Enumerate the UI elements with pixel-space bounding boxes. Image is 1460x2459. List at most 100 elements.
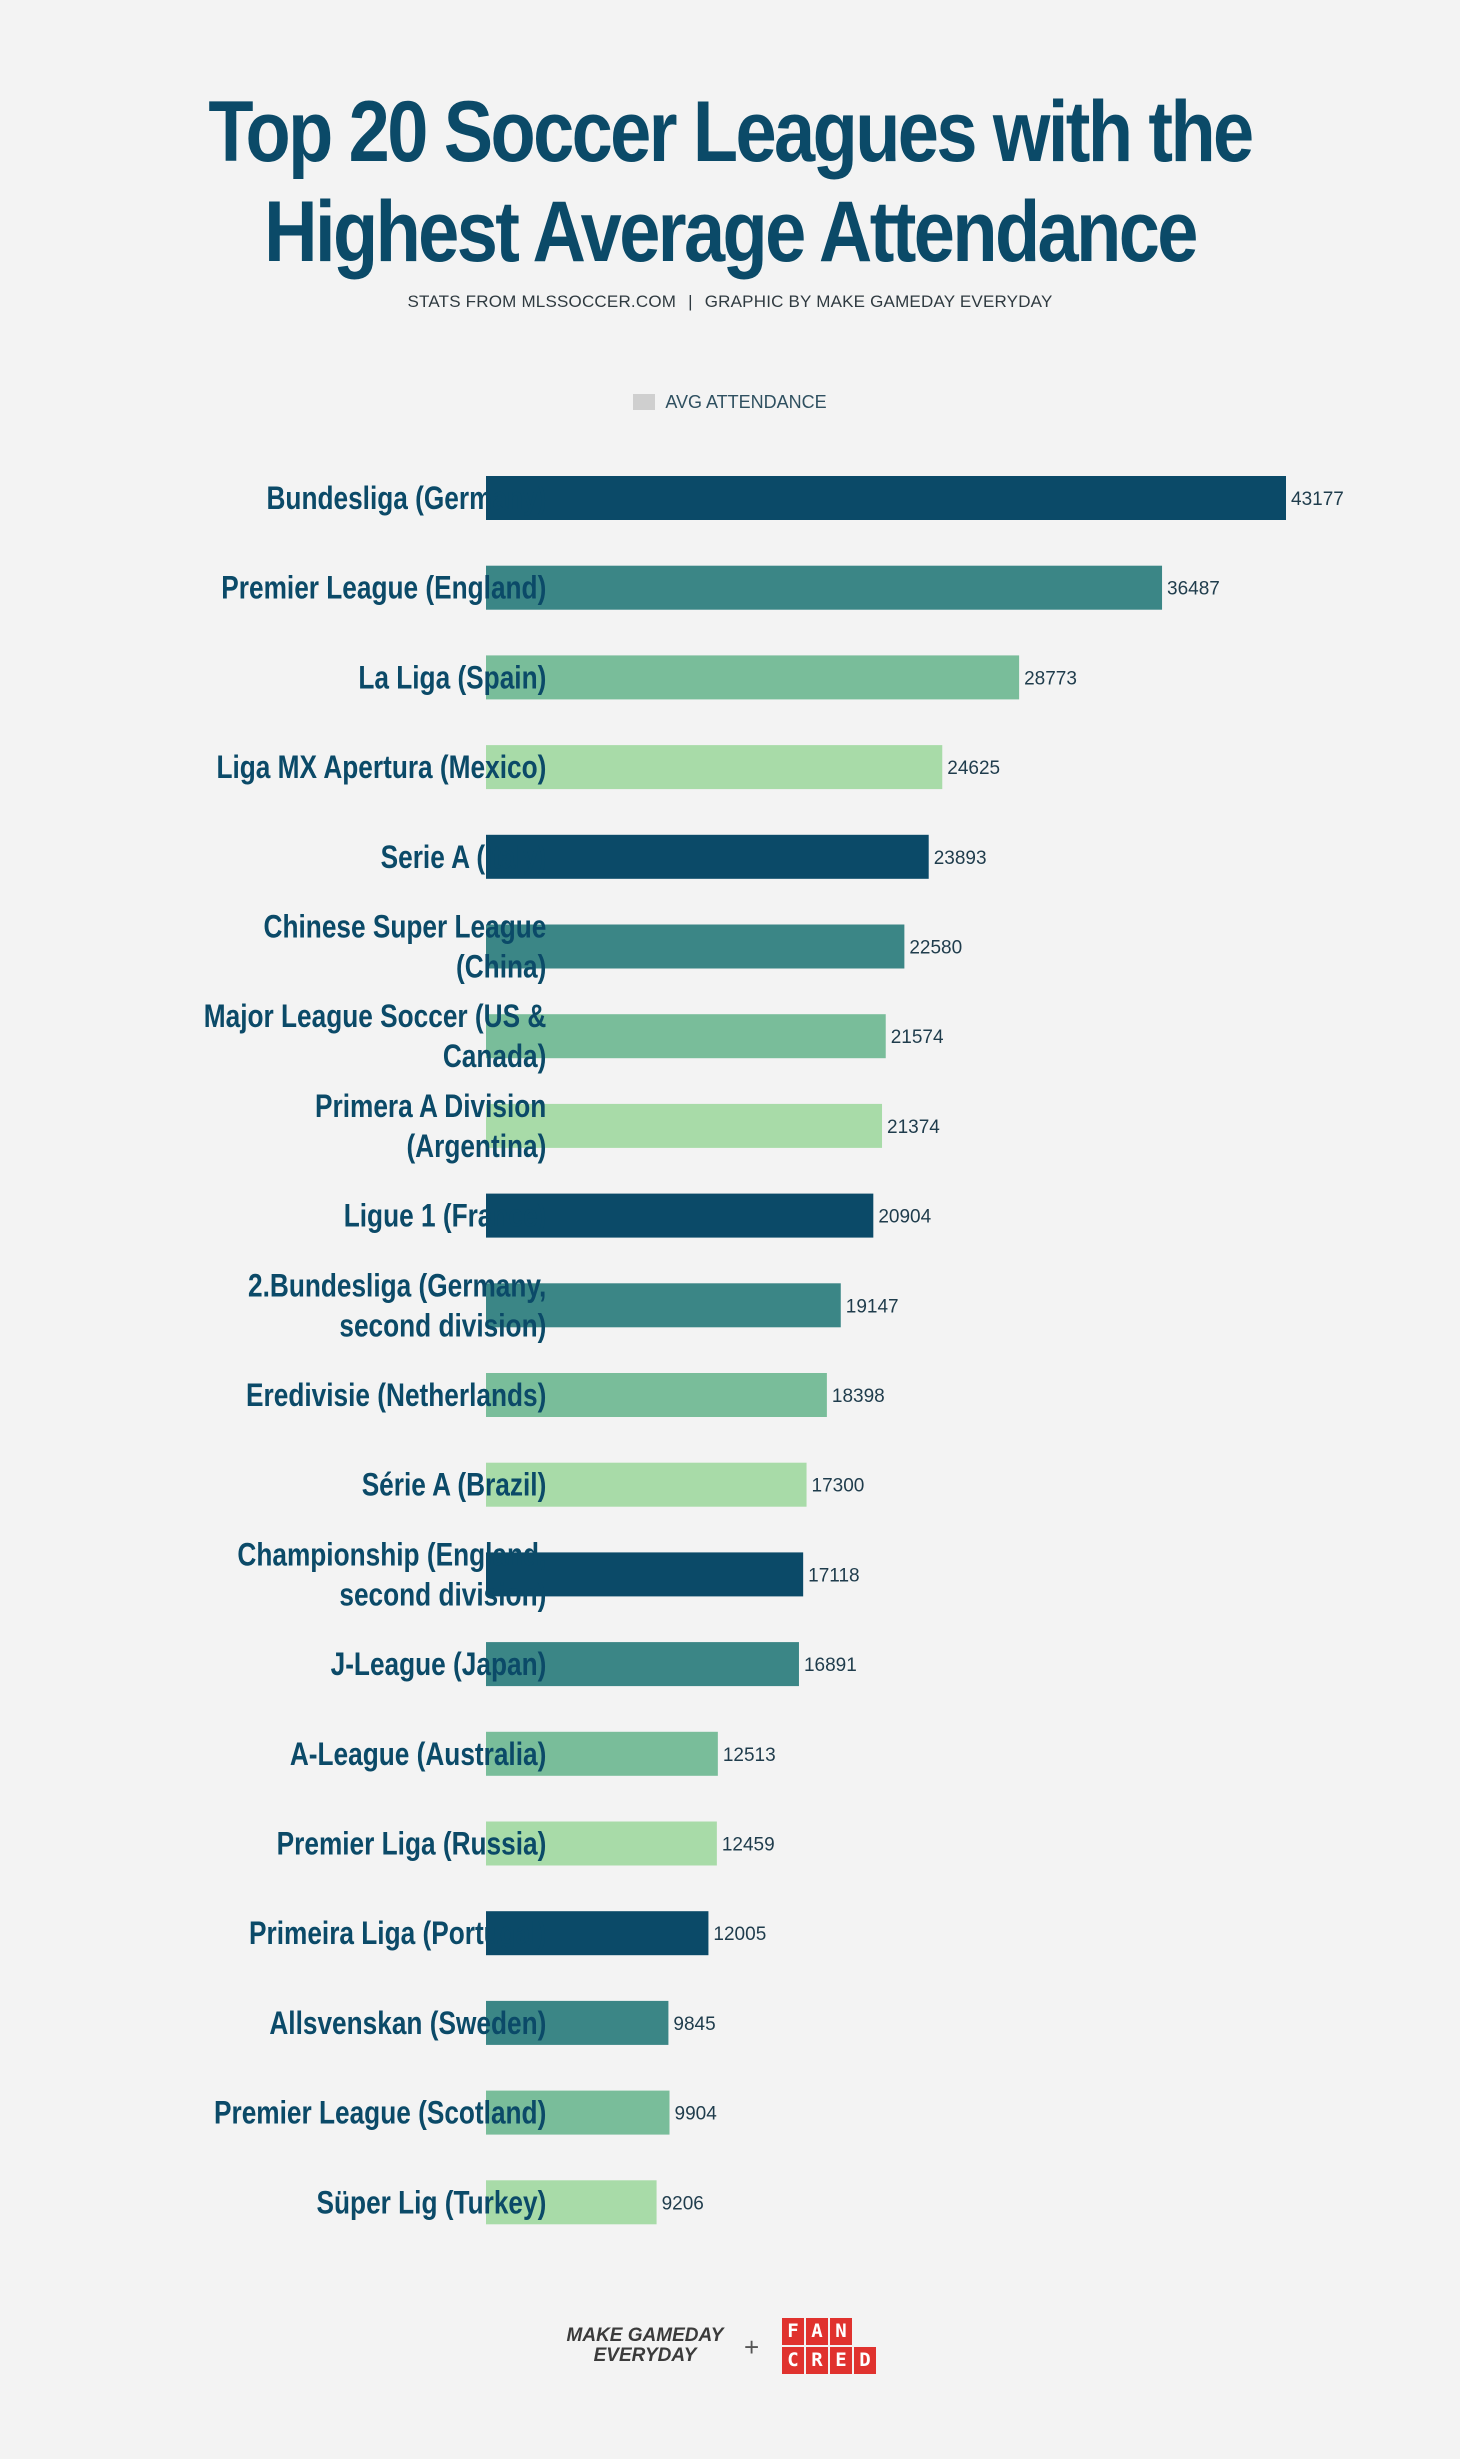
fancred-letter-tile: C	[782, 2347, 804, 2374]
bar	[486, 1552, 804, 1597]
fancred-letter-tile: A	[806, 2318, 828, 2345]
bar-value-label: 12005	[713, 1924, 766, 1945]
bar	[486, 2090, 670, 2135]
category-label: Primeira Liga (Portugal)	[249, 1917, 546, 1952]
bar	[486, 745, 943, 790]
category-label: Championship (England, second division)	[237, 1538, 546, 1613]
category-label: Bundesliga (Germany)	[266, 482, 546, 517]
bar-value-label: 28773	[1024, 668, 1077, 689]
chart-title-line-2: Highest Average Attendance	[264, 184, 1198, 280]
bar-value-label: 36487	[1167, 579, 1220, 600]
bar-value-label: 43177	[1291, 489, 1344, 510]
bar	[486, 2000, 669, 2045]
brand-line-1: MAKE GAMEDAY	[566, 2325, 724, 2346]
category-label-line: Eredivisie (Netherlands)	[246, 1379, 546, 1414]
category-label-line: second division)	[339, 1578, 546, 1613]
bar	[486, 1462, 807, 1507]
bar-value-label: 24625	[947, 758, 1000, 779]
bar	[486, 1283, 841, 1328]
category-label-line: J-League (Japan)	[331, 1648, 547, 1683]
fancred-letter-tile: N	[830, 2318, 852, 2345]
bar	[486, 1731, 718, 1776]
category-label-line: (Argentina)	[406, 1130, 546, 1165]
bar	[486, 924, 905, 969]
category-label: Serie A (Italy)	[381, 840, 547, 875]
category-label: Süper Lig (Turkey)	[317, 2186, 547, 2221]
bar	[486, 1821, 717, 1866]
category-label: Série A (Brazil)	[362, 1468, 547, 1503]
category-label-line: Serie A (Italy)	[381, 840, 547, 875]
category-label-line: A-League (Australia)	[290, 1737, 547, 1772]
plus-sign: +	[744, 2332, 760, 2362]
category-label-line: Série A (Brazil)	[362, 1468, 547, 1503]
bar	[486, 1373, 827, 1417]
fancred-letter-tile: F	[782, 2318, 804, 2345]
bar	[486, 1911, 709, 1956]
category-label-line: La Liga (Spain)	[358, 661, 546, 696]
bar	[486, 1642, 799, 1687]
category-label-line: Ligue 1 (France)	[344, 1199, 547, 1234]
legend-label: AVG ATTENDANCE	[665, 392, 827, 412]
bar-value-label: 23893	[934, 848, 987, 869]
category-label-line: Premier Liga (Russia)	[277, 1827, 547, 1862]
bar-value-label: 18398	[832, 1386, 885, 1407]
bar	[486, 834, 929, 879]
fancred-letter-tile: E	[830, 2347, 852, 2374]
logo-spacer	[854, 2318, 876, 2345]
source-text: STATS FROM MLSSOCCER.COM	[407, 292, 677, 311]
bar-value-label: 9206	[662, 2193, 704, 2214]
bar-value-label: 17300	[812, 1476, 865, 1497]
category-label-line: Bundesliga (Germany)	[266, 482, 546, 517]
category-label-line: Championship (England,	[237, 1538, 546, 1573]
category-label-line: Primeira Liga (Portugal)	[249, 1917, 546, 1952]
bar-value-label: 22580	[909, 938, 962, 959]
category-label-line: 2.Bundesliga (Germany,	[248, 1269, 546, 1304]
bar-value-label: 9904	[675, 2104, 718, 2125]
category-label-line: Premier League (England)	[221, 571, 546, 606]
bar-value-label: 16891	[804, 1655, 857, 1676]
category-label: Allsvenskan (Sweden)	[269, 2007, 546, 2042]
category-label-line: Allsvenskan (Sweden)	[269, 2007, 546, 2042]
bar-value-label: 21574	[891, 1027, 944, 1048]
category-label: Eredivisie (Netherlands)	[246, 1379, 546, 1414]
chart-legend: AVG ATTENDANCE	[0, 392, 1460, 413]
legend-swatch	[633, 394, 656, 410]
fancred-letter-tile: R	[806, 2347, 828, 2374]
fancred-letter-tile: D	[854, 2347, 876, 2374]
category-label: Primera A Division (Argentina)	[315, 1090, 546, 1165]
category-label-line: second division)	[339, 1309, 546, 1344]
category-label-line: (China)	[456, 950, 546, 985]
category-label: Premier Liga (Russia)	[277, 1827, 547, 1862]
category-label: Chinese Super League (China)	[264, 910, 547, 985]
category-label: La Liga (Spain)	[358, 661, 546, 696]
bar-value-label: 17118	[808, 1565, 859, 1586]
category-label: Liga MX Apertura (Mexico)	[216, 751, 546, 786]
bar	[486, 1103, 883, 1148]
make-gameday-everyday-logo: MAKE GAMEDAY EVERYDAY	[550, 2326, 740, 2366]
bar	[486, 2180, 657, 2225]
category-label: Major League Soccer (US & Canada)	[204, 1000, 547, 1075]
bar	[486, 1014, 886, 1059]
chart-title: Top 20 Soccer Leagues with the Highest A…	[102, 82, 1358, 282]
category-label-line: Premier League (Scotland)	[214, 2096, 546, 2131]
bar	[486, 565, 1163, 610]
category-label: Ligue 1 (France)	[344, 1199, 547, 1234]
bar	[486, 1193, 874, 1238]
category-label-line: Canada)	[443, 1040, 546, 1075]
bar-value-label: 19147	[846, 1296, 899, 1317]
bar-value-label: 20904	[878, 1207, 931, 1228]
category-label-line: Chinese Super League	[264, 910, 547, 945]
bar	[486, 655, 1020, 700]
bar-value-label: 21374	[887, 1117, 940, 1138]
category-label-line: Primera A Division	[315, 1090, 546, 1125]
category-label-line: Süper Lig (Turkey)	[317, 2186, 547, 2221]
bar-value-label: 12459	[722, 1835, 775, 1856]
category-label: 2.Bundesliga (Germany, second division)	[248, 1269, 546, 1344]
subtitle-separator: |	[688, 292, 693, 311]
credit-text: GRAPHIC BY MAKE GAMEDAY EVERYDAY	[704, 292, 1053, 311]
category-label-line: Major League Soccer (US &	[204, 1000, 547, 1035]
bar-value-label: 12513	[723, 1745, 776, 1766]
